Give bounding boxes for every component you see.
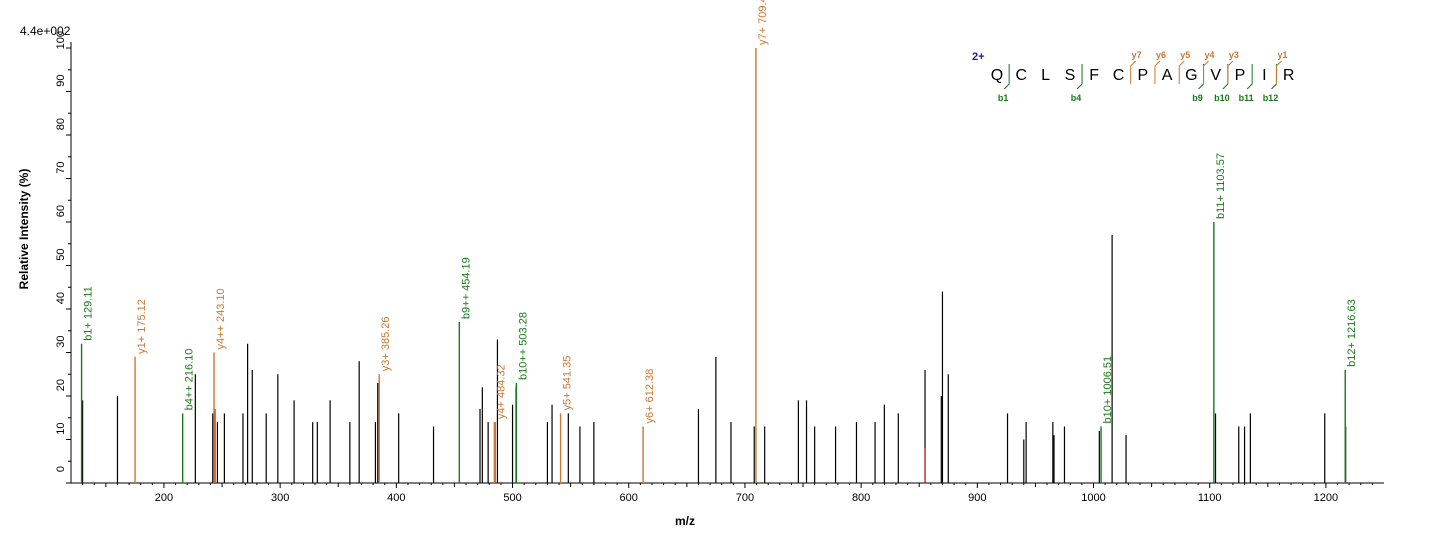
axes: 200 300 400 500 600 700 800 900 1000 1100 1200 0 10 2… [55,31,1384,504]
sequence-residue: R [1283,67,1295,84]
y-ion-label: y5 [1180,50,1190,60]
b-ion-cut [1222,64,1229,90]
y-tick-label: 60 [55,205,67,217]
x-tick-label: 800 [852,492,870,504]
b-ion-cut [1246,64,1253,90]
x-tick-label: 600 [620,492,638,504]
b-ion-label: b1 [998,93,1009,103]
peak-label-b: b9++ 454.19 [460,257,472,319]
x-tick-label: 500 [503,492,521,504]
b-ion-label: b4 [1071,93,1082,103]
peak-label-b: b1+ 129.11 [83,286,95,341]
peak-label-y: y4++ 243.10 [215,288,227,349]
y-ion-cut [1154,60,1161,84]
b-ion-cut [1271,64,1277,90]
y-tick-label: 70 [55,162,67,174]
sequence-residue: P [1235,67,1246,84]
b-ion-label: b10 [1214,93,1230,103]
y-axis-title: Relative Intensity (%) [17,169,31,290]
y-tick-label: 90 [55,75,67,87]
sequence-residue: C [1016,67,1028,84]
intensity-scale-label: 4.4e+002 [20,24,71,38]
sequence-residue: F [1089,67,1099,84]
peak-label-y: y6+ 612.38 [644,369,656,424]
x-axis-title: m/z [675,514,695,528]
x-tick-label: 200 [155,492,173,504]
b-ion-label: b12 [1263,93,1279,103]
b-ion-label: b11 [1239,93,1254,103]
y-ion-cut [1130,60,1137,84]
x-tick-label: 400 [387,492,405,504]
x-tick-label: 1100 [1198,492,1222,504]
y-tick-label: 100 [55,31,67,49]
y-tick-label: 0 [55,466,67,472]
peak-labels-layer: b1+ 129.11 y1+ 175.12 b4++ 216.10 y4++ 243.… [83,0,1359,423]
y-ion-label: y6 [1156,50,1166,60]
peaks-layer [80,48,1347,483]
b-ion-cut [1198,64,1205,90]
sequence-residue: L [1041,67,1050,84]
sequence-residue: Q [991,67,1003,84]
sequence-residue: V [1210,67,1221,84]
peak-label-b: b12+ 1216.63 [1346,299,1358,367]
peak-label-y: y3+ 385.26 [380,317,392,372]
x-tick-label: 1200 [1314,492,1338,504]
peak-label-y: y1+ 175.12 [136,299,148,354]
b-ion-cut [1076,64,1083,90]
sequence-residue: G [1185,67,1197,84]
y-tick-label: 50 [55,249,67,261]
x-tick-label: 1000 [1081,492,1105,504]
x-tick-label: 300 [271,492,289,504]
y-tick-label: 20 [55,379,67,391]
peak-label-b: b4++ 216.10 [184,349,196,411]
b-ion-label: b9 [1192,93,1203,103]
peak-label-y: y4+ 484.32 [495,364,507,419]
y-ion-cut [1203,60,1209,84]
y-ion-cut [1178,60,1185,84]
y-ion-label: y1 [1277,50,1287,60]
y-ion-cut [1227,60,1234,84]
y-ion-label: y7 [1132,50,1142,60]
y-ion-label: y4 [1205,50,1215,60]
sequence-residue: A [1162,67,1173,84]
sequence-residue: C [1113,67,1125,84]
peak-label-b: b10+ 1006.51 [1102,356,1114,424]
peak-label-b: b11+ 1103.57 [1215,153,1227,219]
charge-state: 2+ [972,51,985,63]
sequence-residue: S [1065,67,1076,84]
x-tick-label: 700 [736,492,754,504]
sequence-residue: P [1137,67,1148,84]
y-tick-label: 80 [55,118,67,130]
peak-label-b: b10++ 503.28 [517,312,529,380]
peak-label-y: y5+ 541.35 [562,356,574,411]
y-ion-label: y3 [1229,50,1239,60]
b-ion-cut [1003,64,1010,90]
peak-label-y: y7+ 709.44 [757,0,769,45]
y-tick-label: 10 [55,423,67,435]
sequence-residue: I [1262,67,1266,84]
y-tick-label: 30 [55,336,67,348]
y-tick-label: 40 [55,292,67,304]
x-tick-label: 900 [968,492,986,504]
y-ion-cut [1275,60,1282,84]
